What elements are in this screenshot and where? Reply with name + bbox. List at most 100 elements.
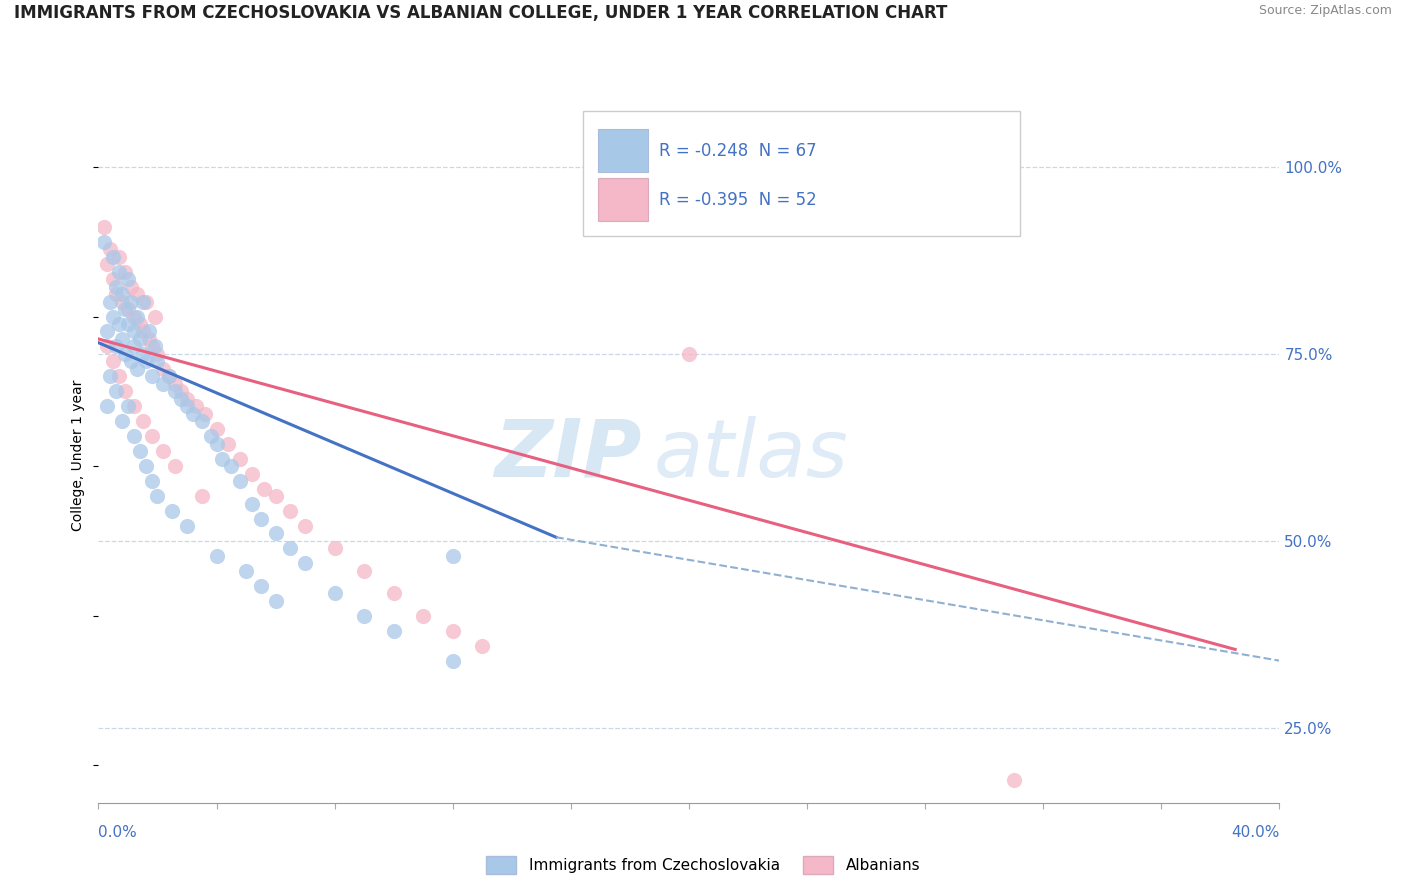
Point [122,310,145,324]
Point [471,639,494,653]
Text: atlas: atlas [654,416,848,494]
Point [184,399,207,413]
Point [412,608,434,623]
Point [1002,773,1025,788]
Legend: Immigrants from Czechoslovakia, Albanians: Immigrants from Czechoslovakia, Albanian… [479,850,927,880]
Point [205,422,228,436]
Point [170,384,193,399]
Point [120,294,142,309]
Text: 0.0%: 0.0% [98,825,138,840]
Point [278,541,302,556]
Point [120,279,142,293]
Point [141,429,163,443]
Point [125,310,148,324]
Point [441,549,464,563]
Point [114,347,136,361]
Point [105,287,128,301]
Point [125,362,148,376]
Point [132,414,155,428]
Point [146,489,169,503]
Text: 40.0%: 40.0% [1232,825,1279,840]
Point [250,579,273,593]
Point [250,511,273,525]
Point [117,399,139,413]
Point [240,497,263,511]
Point [138,332,160,346]
Point [165,459,187,474]
Point [294,557,316,571]
Point [141,339,163,353]
Point [135,294,157,309]
FancyBboxPatch shape [598,129,648,172]
Point [441,654,464,668]
Point [111,287,134,301]
Point [108,250,131,264]
Point [103,354,125,368]
Point [96,399,118,413]
Point [264,594,287,608]
Point [191,489,214,503]
Point [294,519,316,533]
Text: Source: ZipAtlas.com: Source: ZipAtlas.com [1258,4,1392,18]
Point [128,317,150,331]
Point [103,310,125,324]
Point [146,347,169,361]
Point [122,399,145,413]
Point [96,257,118,271]
Text: R = -0.395  N = 52: R = -0.395 N = 52 [659,191,817,209]
Point [194,407,217,421]
Point [108,265,131,279]
Point [382,586,405,600]
Point [117,272,139,286]
Point [117,301,139,316]
Y-axis label: College, Under 1 year: College, Under 1 year [72,379,86,531]
Point [135,459,157,474]
Point [93,235,115,249]
Point [122,429,145,443]
Point [264,526,287,541]
Point [114,384,136,399]
Point [128,444,150,458]
Point [217,436,239,450]
FancyBboxPatch shape [582,111,1019,235]
Point [441,624,464,638]
Point [205,549,228,563]
Point [111,294,134,309]
Point [135,354,157,368]
Point [96,325,118,339]
Point [111,332,134,346]
Point [146,354,169,368]
Point [108,369,131,384]
Point [120,354,142,368]
Point [229,451,252,466]
Point [152,444,174,458]
Point [108,317,131,331]
Point [253,482,276,496]
Point [132,325,155,339]
Point [103,272,125,286]
Point [152,376,174,391]
Text: ZIP: ZIP [495,416,641,494]
Point [323,541,346,556]
Point [138,325,160,339]
Text: IMMIGRANTS FROM CZECHOSLOVAKIA VS ALBANIAN COLLEGE, UNDER 1 YEAR CORRELATION CHA: IMMIGRANTS FROM CZECHOSLOVAKIA VS ALBANI… [14,4,948,22]
Point [323,586,346,600]
Point [143,310,166,324]
Point [96,339,118,353]
Point [176,519,198,533]
Point [105,384,128,399]
Point [240,467,263,481]
Point [114,301,136,316]
Text: R = -0.248  N = 67: R = -0.248 N = 67 [659,142,817,160]
Point [125,287,148,301]
Point [132,294,155,309]
Point [122,325,145,339]
Point [143,339,166,353]
FancyBboxPatch shape [598,178,648,221]
Point [103,250,125,264]
Point [128,332,150,346]
Point [162,504,183,518]
Point [114,265,136,279]
Point [141,369,163,384]
Point [205,436,228,450]
